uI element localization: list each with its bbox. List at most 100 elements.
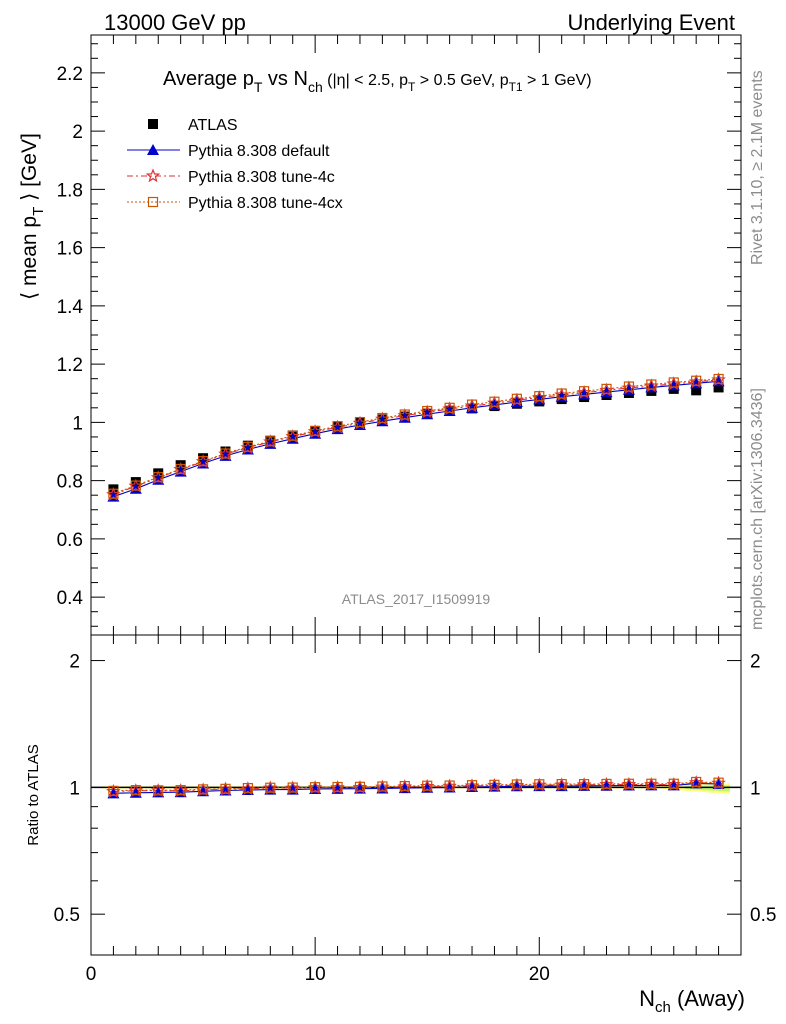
x-tick-labels: 0 10 20: [86, 964, 550, 985]
y-axis-label: ⟨ mean pT ⟩ [GeV]: [18, 133, 47, 300]
data-point: [601, 383, 612, 394]
data-point: [534, 391, 545, 402]
legend-marker: [147, 196, 159, 208]
data-point: [511, 393, 522, 404]
legend-marker: [147, 144, 159, 155]
data-point: [713, 382, 724, 393]
y-tick-label: 1.4: [57, 297, 84, 318]
plot-title: Average pT vs Nch (|η| < 2.5, pT > 0.5 G…: [163, 68, 592, 95]
x-tick-label: 10: [305, 964, 326, 985]
data-point: [489, 396, 500, 407]
data-point: [556, 388, 567, 399]
ratio-series: [106, 775, 726, 799]
ratio-point: [175, 785, 186, 796]
y-tick-label: 2.2: [57, 64, 83, 85]
header-left: 13000 GeV pp: [104, 10, 246, 35]
y-tick-label: 1: [72, 413, 83, 434]
legend-label: Pythia 8.308 tune-4cx: [188, 195, 343, 212]
ratio-y-tick-label: 1: [69, 778, 80, 799]
data-point: [130, 480, 141, 491]
ratio-point: [377, 781, 388, 792]
ratio-y-tick-label-right: 0.5: [750, 905, 776, 926]
legend-label: ATLAS: [188, 117, 238, 134]
ratio-point: [220, 783, 231, 794]
series-line: [113, 379, 719, 496]
ratio-line: [113, 782, 719, 794]
ratio-panel: 0.5 0.5 1 1 2 2 Ratio to ATLAS: [25, 634, 777, 956]
legend-label: Pythia 8.308 tune-4c: [188, 169, 335, 186]
ratio-y-axis-label: Ratio to ATLAS: [25, 744, 42, 845]
legend-marker: [145, 168, 161, 183]
ratio-point: [534, 779, 545, 790]
y-tick-label: 0.6: [57, 530, 83, 551]
data-point: [691, 385, 702, 396]
data-point: [579, 386, 590, 397]
data-point: [713, 373, 724, 385]
ratio-y-tick-labels: 0.5 0.5 1 1 2 2: [54, 652, 777, 927]
ratio-point: [579, 779, 590, 790]
data-point: [623, 381, 635, 392]
data-point: [175, 463, 186, 475]
y-tick-label: 0.4: [57, 588, 84, 609]
ratio-point: [713, 777, 724, 788]
x-tick-label: 20: [529, 964, 550, 985]
data-point: [646, 379, 657, 390]
data-point: [354, 416, 366, 428]
data-point: [310, 425, 321, 436]
data-point: [197, 456, 209, 467]
series-line: [113, 380, 719, 498]
y-tick-label: 1.2: [57, 355, 83, 376]
y-tick-label: 0.8: [57, 472, 83, 493]
data-point: [287, 430, 298, 441]
legend-entry: Pythia 8.308 tune-4c: [127, 168, 335, 186]
data-point: [265, 436, 276, 447]
analysis-watermark: ATLAS_2017_I1509919: [342, 591, 491, 607]
legend-label: Pythia 8.308 default: [188, 143, 330, 160]
ratio-point: [399, 780, 410, 792]
ratio-point: [287, 782, 298, 793]
ratio-point: [354, 781, 366, 792]
ratio-point: [556, 779, 567, 790]
main-panel: 0.4 0.6 0.8 1 1.2 1.4 1.6 1.8 2 2.2 Average pT vs…: [18, 34, 742, 636]
y-tick-label: 1.8: [57, 180, 83, 201]
data-point: [668, 377, 679, 388]
data-point: [130, 477, 141, 488]
data-point: [399, 409, 410, 420]
data-point: [153, 472, 164, 483]
ratio-frame: [90, 634, 742, 956]
legend-marker: [148, 119, 158, 129]
data-point: [242, 441, 253, 452]
main-y-tick-labels: 0.4 0.6 0.8 1 1.2 1.4 1.6 1.8 2 2.2: [57, 64, 84, 609]
rivet-label: Rivet 3.1.10, ≥ 2.1M events: [749, 70, 766, 265]
main-series: [106, 372, 726, 502]
data-point: [444, 402, 455, 413]
legend-entry: Pythia 8.308 tune-4cx: [127, 195, 343, 212]
ratio-point: [130, 785, 141, 796]
ratio-point: [691, 776, 702, 788]
legend-entry: Pythia 8.308 default: [127, 143, 330, 160]
ratio-point: [422, 780, 433, 791]
series-line: [113, 378, 719, 495]
mcplots-label: mcplots.cern.ch [arXiv:1306.3436]: [749, 388, 766, 630]
data-point: [332, 421, 343, 432]
ratio-point: [444, 780, 455, 791]
ratio-point: [601, 778, 612, 790]
ratio-axis-ticks: [90, 635, 742, 956]
ratio-y-tick-label: 0.5: [54, 905, 80, 926]
legend: ATLAS Pythia 8.308 default Pythia 8.308 tu…: [127, 117, 343, 212]
ratio-point: [466, 780, 478, 791]
data-point: [377, 412, 388, 424]
main-axis-ticks: [90, 35, 742, 635]
ratio-y-tick-label-right: 2: [750, 652, 761, 673]
ratio-point: [197, 784, 209, 795]
data-point: [108, 488, 119, 499]
data-point: [422, 405, 433, 417]
data-point: [466, 399, 478, 410]
header-right: Underlying Event: [567, 10, 735, 35]
ratio-point: [646, 778, 657, 789]
ratio-y-tick-label-right: 1: [750, 778, 761, 799]
y-tick-label: 2: [72, 122, 83, 143]
ratio-point: [511, 779, 522, 790]
ratio-point: [668, 778, 679, 789]
